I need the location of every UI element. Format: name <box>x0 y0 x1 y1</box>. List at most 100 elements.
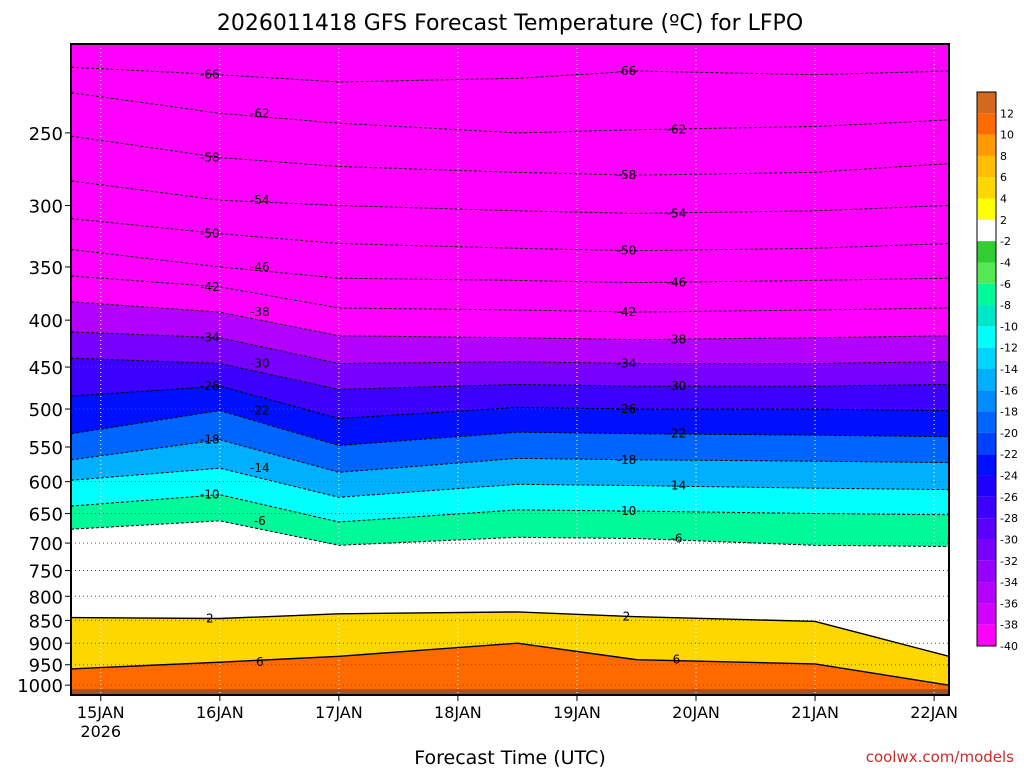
colorbar-label: 6 <box>1000 171 1007 184</box>
contour-line <box>71 611 949 657</box>
contour-label: -54 <box>667 206 687 220</box>
contour-label: -54 <box>250 193 270 207</box>
colorbar-label: -36 <box>1000 597 1018 610</box>
colorbar-swatch <box>977 603 996 625</box>
colorbar-label: 4 <box>1000 193 1007 206</box>
colorbar-frame <box>976 91 997 647</box>
y-tick-label: 400 <box>29 311 63 332</box>
contour-line <box>71 92 949 134</box>
y-tick-label: 950 <box>29 656 63 677</box>
contour-line <box>71 275 949 313</box>
contour-label: -62 <box>250 106 270 120</box>
contour-label: -38 <box>250 305 270 319</box>
contour-label: -30 <box>667 379 687 393</box>
contour-label: -66 <box>617 64 637 78</box>
contour-line <box>71 385 949 420</box>
contour-label: 2 <box>206 612 214 626</box>
colorbar-swatch <box>977 624 996 646</box>
x-year-label: 2026 <box>80 722 121 741</box>
y-tick-label: 850 <box>29 611 63 632</box>
contour-label: -58 <box>617 168 637 182</box>
colorbar-label: -8 <box>1000 299 1011 312</box>
contour-label: -58 <box>200 151 220 165</box>
y-tick-label: 450 <box>29 358 63 379</box>
contour-label: -18 <box>200 433 220 447</box>
colorbar-swatch <box>977 454 996 476</box>
colorbar-label: 10 <box>1000 129 1014 142</box>
colorbar-label: -14 <box>1000 363 1018 376</box>
y-tick-label: 900 <box>29 634 63 655</box>
contour-label: -22 <box>667 427 687 441</box>
contour-label: -22 <box>250 404 270 418</box>
colorbar-swatch <box>977 219 996 242</box>
contour-label: -10 <box>617 504 637 518</box>
contour-label: -6 <box>254 514 266 528</box>
colorbar-swatch <box>977 539 996 561</box>
colorbar-label: -2 <box>1000 235 1011 248</box>
colorbar-swatch <box>977 475 996 497</box>
contour-label: -26 <box>200 379 220 393</box>
colorbar-swatch <box>977 369 996 391</box>
colorbar-label: -30 <box>1000 533 1018 546</box>
contour-label: -50 <box>200 227 220 241</box>
x-tick-label: 18JAN <box>434 703 482 722</box>
colorbar-swatch <box>977 390 996 412</box>
x-axis-label: Forecast Time (UTC) <box>414 747 605 768</box>
contour-line <box>71 180 949 214</box>
colorbar-label: -28 <box>1000 512 1018 525</box>
contour-line <box>71 249 949 284</box>
colorbar-label: -26 <box>1000 491 1018 504</box>
colorbar-swatch <box>977 155 996 178</box>
contour-label: -10 <box>200 488 220 502</box>
contour-label: -62 <box>667 123 687 137</box>
x-tick-label: 15JAN <box>77 703 125 722</box>
colorbar-swatch <box>977 582 996 604</box>
contour-line <box>71 410 949 447</box>
credit-label: coolwx.com/models <box>866 748 1014 766</box>
colorbar: 12 10 8 6 4 2 -2 -4 -6 -8 -10 -12 -14 -16 -18 -20 -22 -24… <box>976 91 1018 653</box>
chart-title: 2026011418 GFS Forecast Temperature (ºC)… <box>217 11 803 36</box>
temperature-band <box>71 643 949 695</box>
x-tick-label: 22JAN <box>910 703 958 722</box>
contour-label: -14 <box>667 479 687 493</box>
colorbar-swatch <box>977 347 996 369</box>
colorbar-label: -20 <box>1000 427 1018 440</box>
x-tick-label: 19JAN <box>553 703 601 722</box>
contour-label: -30 <box>250 356 270 370</box>
y-tick-label: 650 <box>29 505 63 526</box>
x-tick-label: 17JAN <box>315 703 363 722</box>
contour-label: -50 <box>617 244 637 258</box>
colorbar-swatch <box>977 113 996 135</box>
colorbar-swatch <box>977 283 996 306</box>
y-tick-label: 700 <box>29 534 63 555</box>
y-tick-label: 1000 <box>17 676 63 697</box>
y-tick-label: 550 <box>29 438 63 459</box>
colorbar-swatch <box>977 177 996 199</box>
y-tick-label: 500 <box>29 400 63 421</box>
plot-frame <box>70 43 950 696</box>
colorbar-swatch <box>977 198 996 220</box>
contour-label: -38 <box>667 333 687 347</box>
y-tick-label: 800 <box>29 587 63 608</box>
contour-line <box>71 357 949 390</box>
contour-line <box>71 66 949 83</box>
colorbar-label: 2 <box>1000 214 1007 227</box>
contour-label: -46 <box>250 260 270 274</box>
colorbar-label: -38 <box>1000 619 1018 632</box>
y-tick-label: 250 <box>29 124 63 145</box>
contour-line <box>71 301 949 341</box>
colorbar-label: -32 <box>1000 555 1018 568</box>
contour-line <box>71 439 949 473</box>
y-tick-label: 350 <box>29 258 63 279</box>
colorbar-label: -34 <box>1000 576 1018 589</box>
x-tick-label: 21JAN <box>791 703 839 722</box>
colorbar-swatch <box>977 560 996 583</box>
colorbar-swatch <box>977 411 996 433</box>
colorbar-label: -12 <box>1000 342 1018 355</box>
colorbar-swatch <box>977 305 996 327</box>
colorbar-label: -22 <box>1000 448 1018 461</box>
contour-label: -14 <box>250 461 270 475</box>
ground-strip <box>71 689 949 695</box>
